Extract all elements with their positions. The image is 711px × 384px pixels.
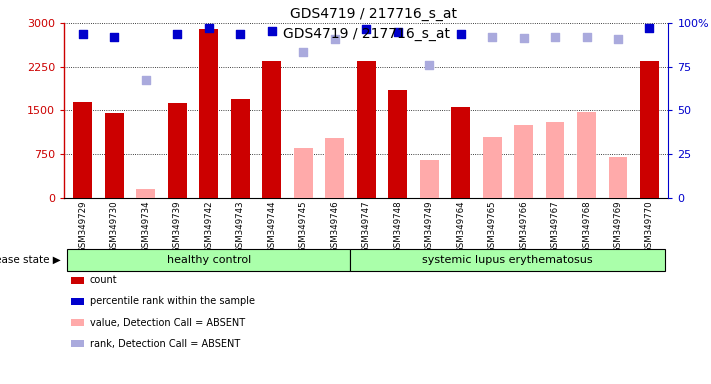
Point xyxy=(329,36,341,42)
Bar xyxy=(545,122,565,198)
Text: GSM349742: GSM349742 xyxy=(204,200,213,253)
Text: GSM349745: GSM349745 xyxy=(299,200,308,253)
Text: GSM349747: GSM349747 xyxy=(362,200,370,253)
Text: GSM349766: GSM349766 xyxy=(519,200,528,253)
Text: GSM349769: GSM349769 xyxy=(614,200,622,253)
Text: GSM349764: GSM349764 xyxy=(456,200,465,253)
Bar xyxy=(137,189,155,198)
Bar xyxy=(451,107,470,198)
Bar xyxy=(67,249,351,271)
Text: value, Detection Call = ABSENT: value, Detection Call = ABSENT xyxy=(90,318,245,328)
Bar xyxy=(419,160,439,198)
Text: GSM349744: GSM349744 xyxy=(267,200,277,253)
Point xyxy=(360,26,372,32)
Bar xyxy=(168,103,187,198)
Point xyxy=(297,49,309,55)
Text: GSM349746: GSM349746 xyxy=(330,200,339,253)
Text: GSM349765: GSM349765 xyxy=(488,200,496,253)
Text: GDS4719 / 217716_s_at: GDS4719 / 217716_s_at xyxy=(290,7,457,21)
Bar xyxy=(483,137,501,198)
Point xyxy=(266,28,277,34)
Text: systemic lupus erythematosus: systemic lupus erythematosus xyxy=(422,255,593,265)
Bar xyxy=(231,99,250,198)
Point xyxy=(518,35,529,41)
Text: GSM349770: GSM349770 xyxy=(645,200,654,253)
Bar xyxy=(73,102,92,198)
Text: GSM349767: GSM349767 xyxy=(550,200,560,253)
Bar xyxy=(388,90,407,198)
Text: GSM349729: GSM349729 xyxy=(78,200,87,253)
Bar xyxy=(105,113,124,198)
Text: GSM349739: GSM349739 xyxy=(173,200,182,253)
Bar xyxy=(609,157,627,198)
Text: GSM349749: GSM349749 xyxy=(424,200,434,253)
Point xyxy=(203,25,215,31)
Point xyxy=(140,76,151,83)
Text: GSM349768: GSM349768 xyxy=(582,200,591,253)
Bar xyxy=(199,29,218,198)
Bar xyxy=(262,61,281,198)
Point xyxy=(392,29,403,35)
Point xyxy=(643,25,655,31)
Text: disease state ▶: disease state ▶ xyxy=(0,255,60,265)
Bar xyxy=(577,112,596,198)
Bar xyxy=(514,125,533,198)
Text: rank, Detection Call = ABSENT: rank, Detection Call = ABSENT xyxy=(90,339,240,349)
Point xyxy=(486,34,498,40)
Point xyxy=(455,30,466,36)
Text: GSM349743: GSM349743 xyxy=(236,200,245,253)
Point xyxy=(550,34,561,40)
Bar xyxy=(357,61,375,198)
Text: GSM349748: GSM349748 xyxy=(393,200,402,253)
Point xyxy=(612,36,624,42)
Text: count: count xyxy=(90,275,117,285)
Point xyxy=(424,62,435,68)
Bar xyxy=(351,249,665,271)
Text: GDS4719 / 217716_s_at: GDS4719 / 217716_s_at xyxy=(283,27,449,41)
Point xyxy=(171,30,183,36)
Text: GSM349734: GSM349734 xyxy=(141,200,150,253)
Point xyxy=(77,30,89,36)
Bar xyxy=(640,61,659,198)
Bar xyxy=(294,148,313,198)
Point xyxy=(235,30,246,36)
Text: healthy control: healthy control xyxy=(166,255,251,265)
Text: GSM349730: GSM349730 xyxy=(110,200,119,253)
Point xyxy=(109,34,120,40)
Point xyxy=(581,34,592,40)
Bar xyxy=(325,138,344,198)
Text: percentile rank within the sample: percentile rank within the sample xyxy=(90,296,255,306)
